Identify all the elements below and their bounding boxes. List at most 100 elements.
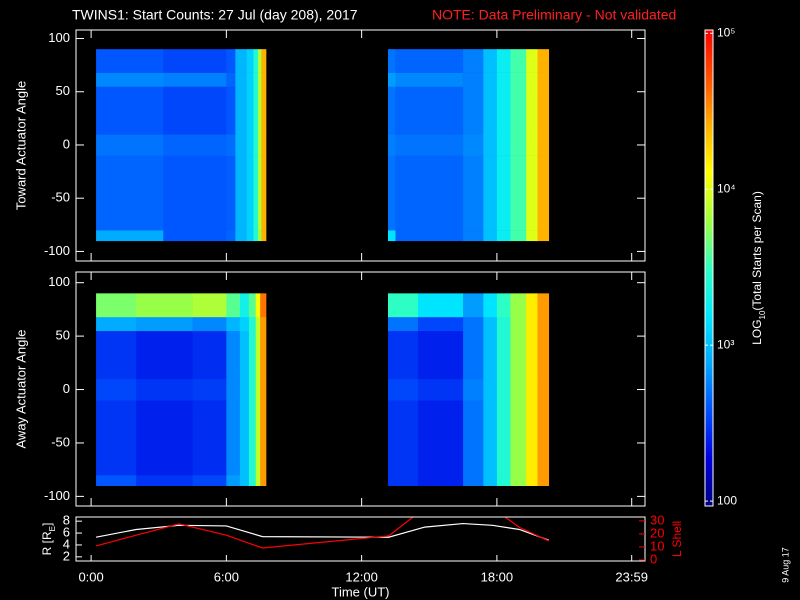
- colorbar-tick-label: 100: [717, 493, 737, 507]
- x-tick-label: 12:00: [345, 569, 378, 584]
- series-line: [95, 522, 549, 541]
- heatmap-cell: [248, 316, 256, 332]
- heatmap-cell: [417, 330, 464, 380]
- heatmap-cell: [260, 330, 267, 380]
- heatmap-cell: [463, 400, 484, 476]
- heatmap-cell: [253, 49, 259, 73]
- colorbar: [704, 29, 714, 507]
- heatmap-cell: [526, 155, 538, 231]
- heatmap-cell: [261, 86, 267, 135]
- heatmap-cell: [388, 316, 419, 332]
- heatmap-cell: [246, 155, 254, 231]
- heatmap-cell: [192, 475, 227, 486]
- y-tick-label: 50: [56, 83, 70, 98]
- heatmap-cell: [136, 330, 193, 380]
- heatmap-cell: [163, 72, 227, 87]
- heatmap-cell: [163, 49, 227, 73]
- heatmap-cell: [510, 86, 527, 135]
- heatmap-cell: [395, 155, 464, 231]
- heatmap-cell: [257, 86, 262, 135]
- heatmap-cell: [395, 49, 464, 73]
- heatmap-cell: [496, 400, 511, 476]
- heatmap-cell: [537, 155, 550, 231]
- heatmap-cell: [96, 400, 137, 476]
- heatmap-cell: [253, 230, 259, 242]
- y2-tick-label: 10: [650, 538, 664, 553]
- heatmap-cell: [248, 330, 256, 380]
- y-tick-label: 4: [63, 536, 70, 551]
- heatmap-cell: [417, 293, 464, 318]
- y2-tick-label: 0: [650, 551, 657, 566]
- heatmap-cell: [96, 72, 164, 87]
- heatmap-cell: [260, 378, 267, 401]
- heatmap-cell: [526, 330, 538, 380]
- heatmap-cell: [226, 49, 236, 73]
- heatmap-cell: [226, 378, 241, 401]
- heatmap-cell: [483, 293, 498, 318]
- colorbar-tick-label: 10⁴: [717, 181, 736, 195]
- heatmap-cell: [483, 378, 498, 401]
- heatmap-cell: [496, 378, 511, 401]
- heatmap-cell: [253, 155, 259, 231]
- heatmap-cell: [255, 378, 261, 401]
- heatmap-cell: [496, 293, 511, 318]
- heatmap-cell: [510, 330, 527, 380]
- heatmap-cell: [463, 316, 484, 332]
- heatmap-cell: [192, 400, 227, 476]
- heatmap-cell: [483, 155, 498, 231]
- y-tick-label: -50: [51, 434, 70, 449]
- heatmap-cell: [192, 293, 227, 318]
- x-axis-label: Time (UT): [331, 584, 389, 599]
- heatmap-cell: [483, 400, 498, 476]
- heatmap-cell: [496, 316, 511, 332]
- panel-frame: [75, 516, 646, 562]
- heatmap-cell: [257, 230, 262, 242]
- heatmap-cell: [388, 86, 396, 135]
- heatmap-cell: [526, 230, 538, 242]
- heatmap-cell: [96, 330, 137, 380]
- y-axis-label-part: E: [48, 526, 57, 531]
- y2-tick-label: 20: [650, 525, 664, 540]
- panel-frame: [75, 29, 646, 262]
- heatmap-cell: [526, 86, 538, 135]
- heatmap-cell: [463, 49, 484, 73]
- heatmap-cell: [96, 316, 137, 332]
- heatmap-cell: [235, 134, 247, 156]
- heatmap-cell: [537, 400, 550, 476]
- y-tick-label: 8: [63, 513, 70, 528]
- heatmap-cell: [235, 49, 247, 73]
- heatmap-cell: [483, 86, 498, 135]
- y-axis-label-part: R [R: [40, 531, 54, 555]
- heatmap-cell: [417, 316, 464, 332]
- heatmap-cell: [496, 330, 511, 380]
- heatmap-cell: [510, 400, 527, 476]
- heatmap-cell: [255, 400, 261, 476]
- heatmap-cell: [510, 378, 527, 401]
- heatmap-cell: [388, 330, 419, 380]
- heatmap-cell: [257, 72, 262, 87]
- heatmap-cell: [510, 316, 527, 332]
- heatmap-cell: [239, 293, 250, 318]
- y2-tick-label: 30: [650, 512, 664, 527]
- x-tick-label: 18:00: [481, 569, 514, 584]
- heatmap-cell: [136, 400, 193, 476]
- x-tick-label: 6:00: [214, 569, 239, 584]
- y-tick-label: 6: [63, 524, 70, 539]
- heatmap-cell: [463, 134, 484, 156]
- heatmap-cell: [463, 330, 484, 380]
- series-line: [95, 517, 549, 549]
- heatmap-cell: [483, 72, 498, 87]
- heatmap-cell: [496, 49, 511, 73]
- heatmap-cell: [510, 155, 527, 231]
- heatmap-cell: [526, 293, 538, 318]
- heatmap-cell: [96, 378, 137, 401]
- heatmap-cell: [483, 230, 498, 242]
- heatmap-cell: [163, 86, 227, 135]
- line-plot: [95, 517, 549, 549]
- heatmap-cell: [526, 475, 538, 486]
- heatmap-cell: [496, 230, 511, 242]
- panel-frame: [75, 271, 646, 507]
- heatmap-cell: [463, 293, 484, 318]
- colorbar-label-part: (Total Starts per Scan): [750, 191, 764, 310]
